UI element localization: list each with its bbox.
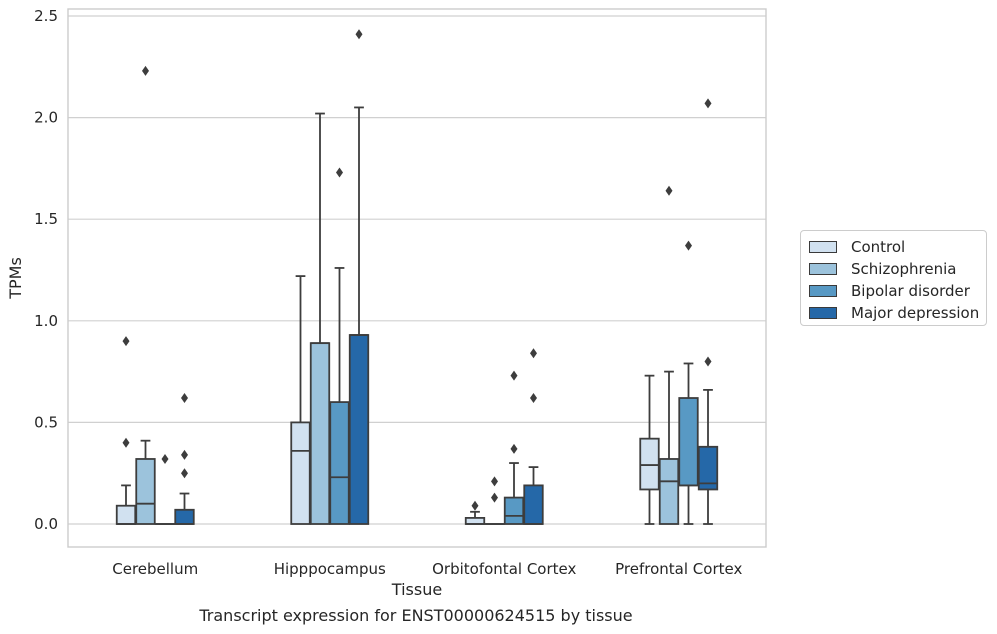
y-tick-label: 1.5 — [34, 210, 58, 228]
figure-caption: Transcript expression for ENST0000062451… — [199, 606, 633, 625]
box — [329, 401, 350, 525]
box — [697, 445, 719, 491]
box — [135, 458, 156, 525]
y-tick-label: 0.5 — [34, 413, 58, 431]
legend-item-bipolar: Bipolar disorder — [809, 282, 970, 300]
box — [464, 517, 486, 525]
outlier-point — [181, 449, 188, 460]
box — [348, 334, 370, 525]
outlier-point — [181, 468, 188, 479]
outlier-point — [704, 98, 712, 109]
box — [115, 504, 137, 525]
x-tick-label: Hipppocampus — [274, 560, 386, 578]
x-tick-label: Cerebellum — [112, 560, 198, 578]
outlier-point — [704, 356, 712, 367]
outlier-point — [491, 492, 498, 503]
x-tick-label: Prefrontal Cortex — [615, 560, 742, 578]
outlier-point — [122, 336, 130, 347]
outlier-point — [510, 443, 518, 454]
y-tick-label: 2.0 — [34, 109, 58, 127]
box — [309, 342, 331, 525]
legend-label-schizophrenia: Schizophrenia — [851, 260, 957, 278]
box — [639, 437, 660, 491]
box — [523, 484, 544, 525]
legend-item-control: Control — [809, 238, 905, 256]
outlier-point — [355, 29, 363, 40]
x-tick-label: Orbitofontal Cortex — [432, 560, 576, 578]
outlier-point — [161, 453, 169, 464]
box — [678, 397, 699, 487]
legend: Control Schizophrenia Bipolar disorder M… — [800, 230, 987, 326]
legend-swatch-bipolar — [809, 285, 837, 297]
outlier-point — [491, 476, 498, 487]
outlier-point — [122, 437, 130, 448]
outlier-point — [665, 185, 673, 196]
outlier-point — [685, 240, 692, 251]
box — [503, 496, 525, 525]
box — [174, 508, 195, 525]
outlier-point — [510, 370, 518, 381]
outlier-point — [471, 500, 479, 511]
x-axis-label: Tissue — [391, 580, 442, 599]
y-tick-label: 2.5 — [34, 7, 58, 25]
legend-label-major-depression: Major depression — [851, 304, 980, 322]
outlier-point — [530, 348, 537, 359]
y-axis-label: TPMs — [6, 257, 25, 300]
box — [290, 421, 311, 525]
box — [658, 458, 680, 525]
legend-swatch-schizophrenia — [809, 263, 837, 275]
legend-swatch-control — [809, 241, 837, 253]
legend-item-major-depression: Major depression — [809, 304, 979, 322]
plot-frame — [67, 8, 767, 548]
y-tick-label: 0.0 — [34, 515, 58, 533]
legend-swatch-major-depression — [809, 307, 837, 319]
y-tick-label: 1.0 — [34, 312, 58, 330]
legend-item-schizophrenia: Schizophrenia — [809, 260, 956, 278]
outlier-point — [336, 167, 343, 178]
outlier-point — [142, 65, 149, 76]
legend-label-control: Control — [851, 238, 906, 256]
outlier-point — [530, 393, 537, 404]
outlier-point — [181, 393, 188, 404]
legend-label-bipolar: Bipolar disorder — [851, 282, 970, 300]
